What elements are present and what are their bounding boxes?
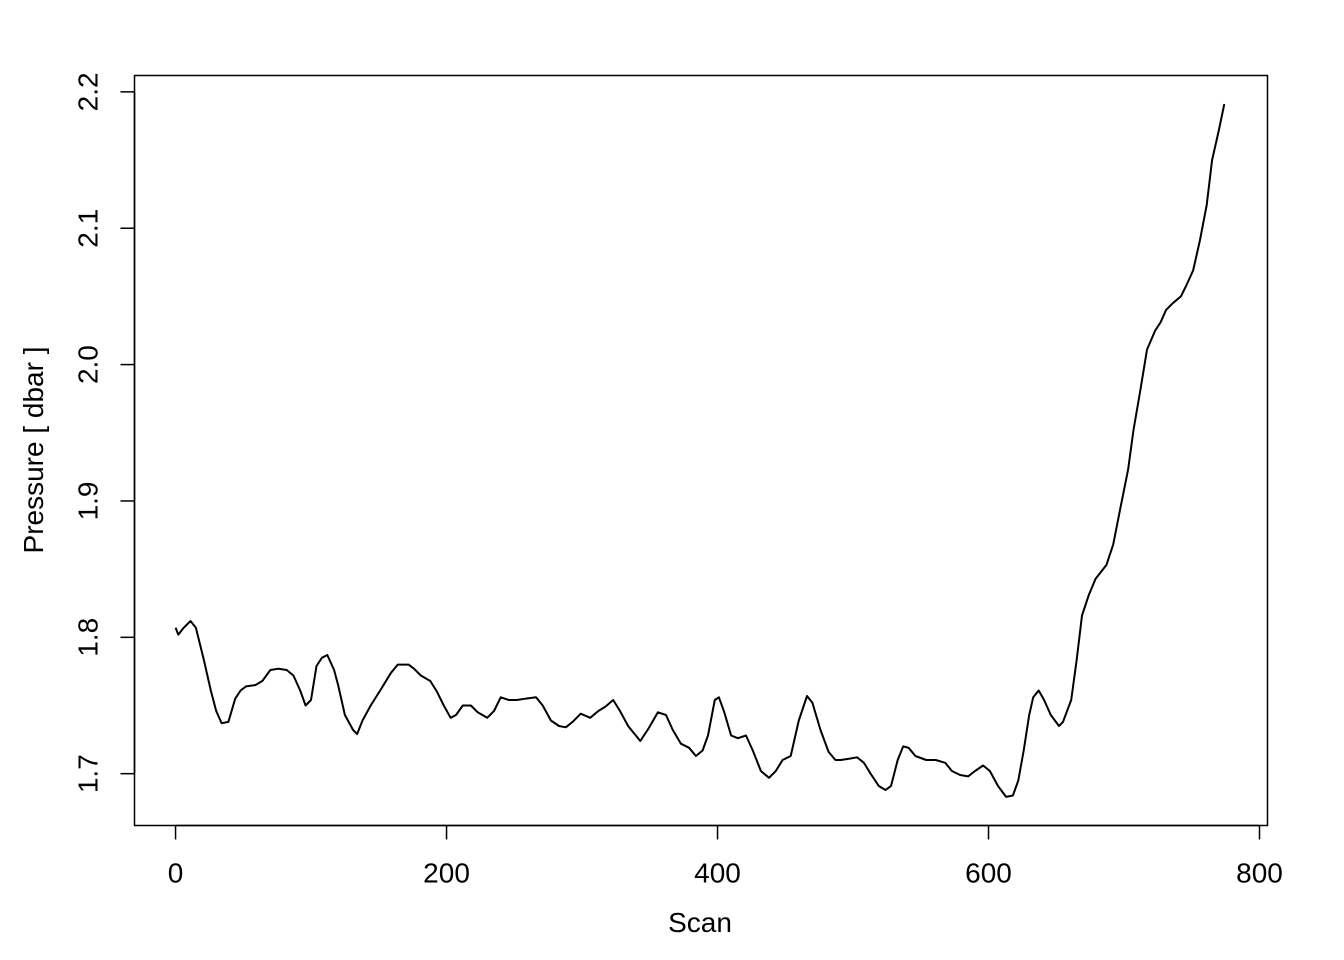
y-tick-label: 2.2 [73,72,104,111]
y-tick-label: 2.0 [73,345,104,384]
series-layer [174,103,1226,798]
y-tick-label: 1.8 [73,618,104,657]
y-tick-label: 1.9 [73,481,104,520]
series-line-0 [174,103,1226,798]
y-tick-label: 2.1 [73,209,104,248]
y-axis: 1.7 1.8 1.9 2.0 2.1 2.2 [73,72,136,793]
x-tick-label: 200 [423,858,470,889]
x-tick-label: 800 [1236,858,1283,889]
x-axis-label: Scan [668,907,732,938]
x-tick-label: 0 [168,858,184,889]
x-tick-label: 600 [965,858,1012,889]
x-axis: 0 200 400 600 800 [168,824,1283,889]
x-tick-label: 400 [694,858,741,889]
y-tick-label: 1.7 [73,754,104,793]
plot-box [133,74,1269,827]
y-axis-label: Pressure [ dbar ] [18,347,49,554]
